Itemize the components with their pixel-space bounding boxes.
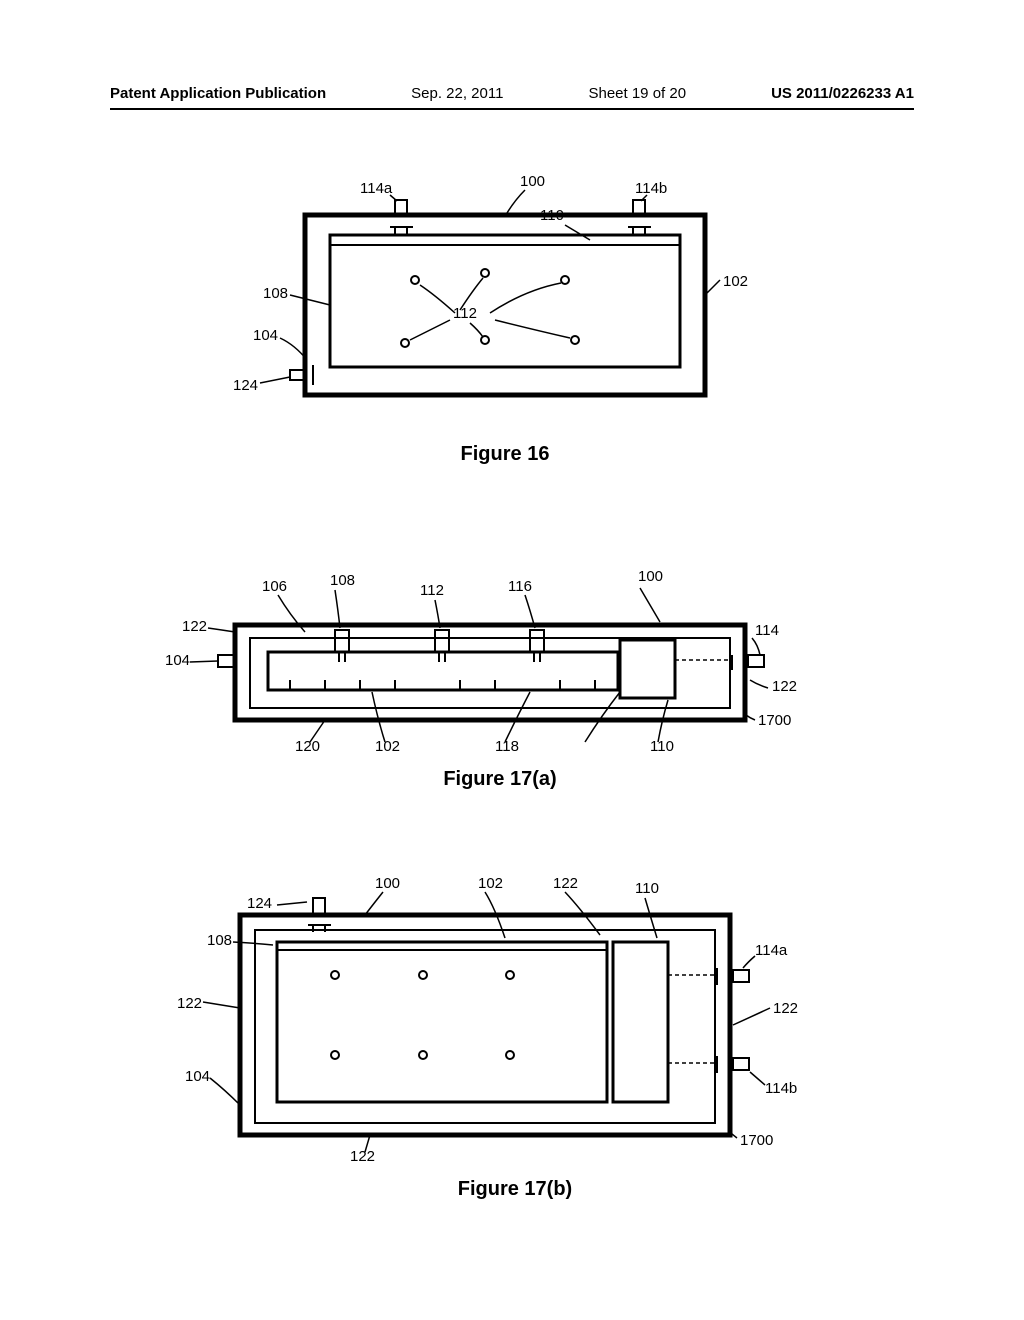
ref-122b-top: 122	[553, 875, 578, 892]
figure-16: Figure 16 114a 100 114b 110 102 108 104 …	[235, 185, 775, 466]
figure-17a: Figure 17(a) 106 108 112 116 100 122 104…	[160, 570, 840, 791]
ref-118: 118	[495, 738, 519, 755]
page-header: Patent Application Publication Sep. 22, …	[0, 85, 1024, 102]
publication-type: Patent Application Publication	[110, 85, 326, 102]
ref-122b-left: 122	[177, 995, 202, 1012]
figure-16-caption: Figure 16	[235, 443, 775, 466]
ref-104: 104	[165, 652, 190, 669]
publication-date: Sep. 22, 2011	[411, 85, 503, 102]
ref-106: 106	[262, 578, 287, 595]
ref-110b: 110	[635, 880, 659, 897]
ref-122b-bot: 122	[350, 1148, 375, 1165]
publication-number: US 2011/0226233 A1	[771, 85, 914, 102]
ref-104b: 104	[185, 1068, 210, 1085]
figure-17b-svg	[185, 880, 845, 1170]
ref-114ab: 114a	[755, 942, 787, 959]
ref-108: 108	[330, 572, 355, 589]
ref-104: 104	[253, 327, 278, 344]
ref-102: 102	[375, 738, 400, 755]
ref-100: 100	[520, 173, 545, 190]
ref-1700b: 1700	[740, 1132, 773, 1149]
ref-108b: 108	[207, 932, 232, 949]
figure-17a-caption: Figure 17(a)	[160, 768, 840, 791]
figure-17b-caption: Figure 17(b)	[185, 1178, 845, 1201]
ref-124: 124	[233, 377, 258, 394]
ref-124b: 124	[247, 895, 272, 912]
ref-1700: 1700	[758, 712, 791, 729]
ref-116: 116	[508, 578, 532, 595]
ref-114: 114	[755, 622, 779, 639]
ref-100b: 100	[375, 875, 400, 892]
ref-110: 110	[650, 738, 674, 755]
sheet-number: Sheet 19 of 20	[588, 85, 686, 102]
ref-102b: 102	[478, 875, 503, 892]
ref-122b: 122	[772, 678, 797, 695]
ref-110: 110	[540, 207, 564, 224]
ref-114bb: 114b	[765, 1080, 797, 1097]
ref-102: 102	[723, 273, 748, 290]
header-rule	[110, 108, 914, 110]
ref-122a: 122	[182, 618, 207, 635]
ref-114b: 114b	[635, 180, 667, 197]
figure-17a-svg	[160, 570, 840, 760]
ref-112: 112	[420, 582, 444, 599]
ref-112: 112	[453, 305, 477, 322]
ref-100: 100	[638, 568, 663, 585]
ref-120: 120	[295, 738, 320, 755]
ref-114a: 114a	[360, 180, 392, 197]
figure-16-svg	[235, 185, 775, 435]
ref-108: 108	[263, 285, 288, 302]
figure-17b: Figure 17(b) 100 102 122 110 124 108 122…	[185, 880, 845, 1201]
ref-122b-right: 122	[773, 1000, 798, 1017]
